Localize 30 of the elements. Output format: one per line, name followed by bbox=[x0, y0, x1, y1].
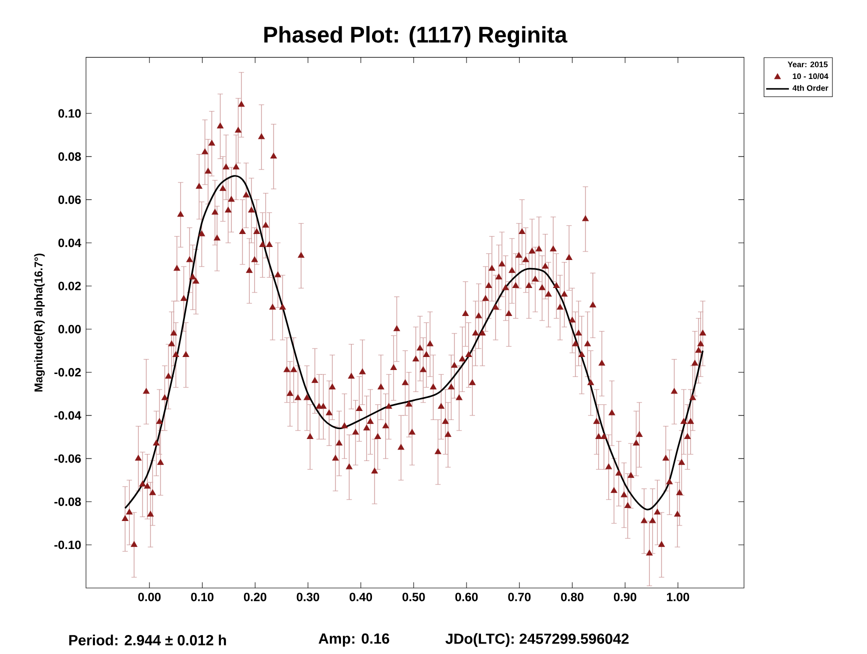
y-tick-label: 0.10 bbox=[58, 109, 81, 118]
x-tick-label: 0.90 bbox=[614, 592, 636, 602]
x-tick-label: 0.50 bbox=[402, 592, 425, 602]
x-tick-label: 1.00 bbox=[667, 592, 690, 602]
y-tick-label: -0.02 bbox=[54, 368, 81, 377]
x-tick-label: 0.40 bbox=[350, 592, 372, 602]
y-tick-label: -0.08 bbox=[54, 497, 81, 506]
legend-label: 4th Order bbox=[792, 84, 828, 91]
y-axis-title: Magnitude(R) alpha(16.7°) bbox=[34, 254, 45, 392]
y-tick-label: 0.08 bbox=[58, 152, 81, 161]
x-tick-label: 0.60 bbox=[455, 592, 478, 602]
text: Amp: 0.16 bbox=[318, 633, 390, 647]
x-tick-label: 0.80 bbox=[561, 592, 584, 602]
y-tick-label: 0.06 bbox=[58, 195, 81, 204]
legend-label: 10 - 10/04 bbox=[792, 73, 828, 80]
y-tick-label: -0.04 bbox=[54, 411, 82, 420]
text: Period: 2.944 ± 0.012 h bbox=[69, 634, 226, 646]
x-tick-label: 0.30 bbox=[296, 592, 320, 602]
y-tick-label: 0.02 bbox=[58, 282, 81, 290]
x-tick-label: 0.70 bbox=[508, 592, 531, 602]
chart-title: Phased Plot: (1117) Reginita bbox=[264, 26, 568, 48]
x-tick-label: 0.10 bbox=[191, 592, 214, 602]
x-tick-label: 0.20 bbox=[244, 592, 266, 602]
text: JDo(LTC): 2457299.596042 bbox=[446, 633, 629, 647]
legend-title: Year: 2015 bbox=[788, 62, 828, 68]
y-tick-label: -0.06 bbox=[54, 454, 81, 463]
y-tick-label: -0.10 bbox=[54, 540, 81, 550]
x-tick-label: 0.00 bbox=[138, 592, 161, 602]
y-tick-label: 0.00 bbox=[58, 324, 81, 334]
y-tick-label: 0.04 bbox=[58, 238, 82, 248]
